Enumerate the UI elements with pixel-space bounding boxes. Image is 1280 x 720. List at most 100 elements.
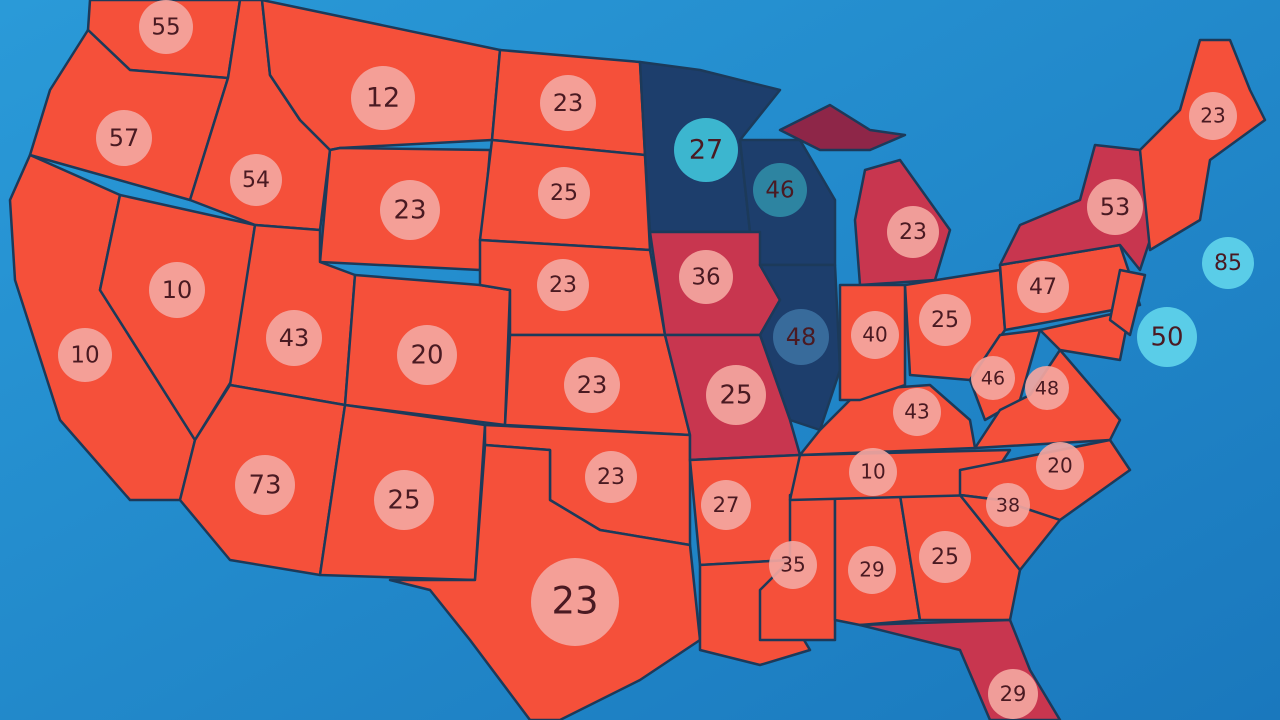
state-label: 23 [564,357,620,413]
label-text: 48 [786,323,817,351]
state-label: 23 [531,558,619,646]
label-text: 57 [109,124,140,152]
state [1038,308,1132,362]
label-badge [919,294,971,346]
state-label: 46 [753,163,807,217]
label-badge [58,328,112,382]
label-text: 27 [689,135,723,166]
label-badge [674,118,738,182]
label-badge [537,259,589,311]
label-text: 29 [859,558,884,582]
label-badge [851,311,899,359]
state-label: 43 [893,388,941,436]
label-text: 29 [1000,682,1027,706]
state-label: 36 [679,250,733,304]
label-badge [1017,261,1069,313]
state-label: 23 [380,180,440,240]
label-text: 10 [162,276,193,304]
label-text: 23 [549,273,577,298]
label-text: 85 [1214,251,1242,276]
label-badge [564,357,620,413]
label-badge [230,154,282,206]
state-label: 85 [1202,237,1254,289]
label-badge [679,250,733,304]
label-text: 46 [765,178,794,204]
label-badge [986,483,1030,527]
state-label: 54 [230,154,282,206]
state-label: 20 [1036,442,1084,490]
label-text: 23 [597,465,625,490]
state-label: 12 [351,66,415,130]
label-badge [849,448,897,496]
label-text: 25 [931,545,959,570]
state-label: 50 [1137,307,1197,367]
label-badge [1036,442,1084,490]
label-text: 35 [780,553,805,577]
label-badge [887,206,939,258]
label-badge [538,167,590,219]
label-badge [971,356,1015,400]
state-label: 10 [149,262,205,318]
label-badge [701,480,751,530]
label-text: 20 [1047,454,1072,478]
label-text: 25 [387,486,420,516]
label-badge [753,163,807,217]
state-label: 35 [769,541,817,589]
label-badge [380,180,440,240]
state-label: 27 [701,480,751,530]
state-labels: 55 57 54 12 23 23 25 10 10 43 20 23 23 73 25 23 23 27 46 23… [58,0,1254,719]
label-badge [773,309,829,365]
label-text: 73 [248,471,281,501]
state-label: 48 [773,309,829,365]
label-badge [1087,179,1143,235]
state-label: 57 [96,110,152,166]
label-badge [919,531,971,583]
label-text: 23 [1200,104,1225,128]
label-badge [1137,307,1197,367]
label-badge [893,388,941,436]
state-label: 23 [585,451,637,503]
label-text: 23 [577,371,608,399]
label-text: 25 [931,308,959,333]
state-label: 43 [266,310,322,366]
label-text: 43 [279,324,310,352]
label-badge [397,325,457,385]
state-label: 27 [674,118,738,182]
state-label: 25 [919,531,971,583]
state-label: 10 [58,328,112,382]
state [778,103,907,152]
label-text: 10 [70,343,99,369]
state-label: 20 [397,325,457,385]
state-label: 25 [538,167,590,219]
label-badge [149,262,205,318]
label-badge [351,66,415,130]
label-text: 10 [860,460,885,484]
label-text: 23 [393,196,426,226]
label-text: 23 [899,220,927,245]
label-badge [706,365,766,425]
state-label: 23 [540,75,596,131]
state [1108,268,1147,337]
state-label: 40 [851,311,899,359]
state-label: 23 [887,206,939,258]
state-label: 25 [374,470,434,530]
label-text: 40 [862,323,887,347]
label-text: 53 [1100,193,1131,221]
state-label: 29 [848,546,896,594]
label-text: 12 [366,83,400,114]
state-label: 46 [971,356,1015,400]
label-text: 27 [713,493,740,517]
label-badge [1202,237,1254,289]
label-text: 55 [151,15,180,41]
state-label: 10 [849,448,897,496]
label-text: 20 [410,341,443,371]
state-label: 47 [1017,261,1069,313]
state-label: 29 [988,669,1038,719]
label-text: 48 [1035,378,1059,400]
label-text: 54 [242,168,270,193]
label-badge [139,0,193,54]
label-text: 25 [719,381,752,411]
label-text: 46 [981,368,1005,390]
label-badge [848,546,896,594]
